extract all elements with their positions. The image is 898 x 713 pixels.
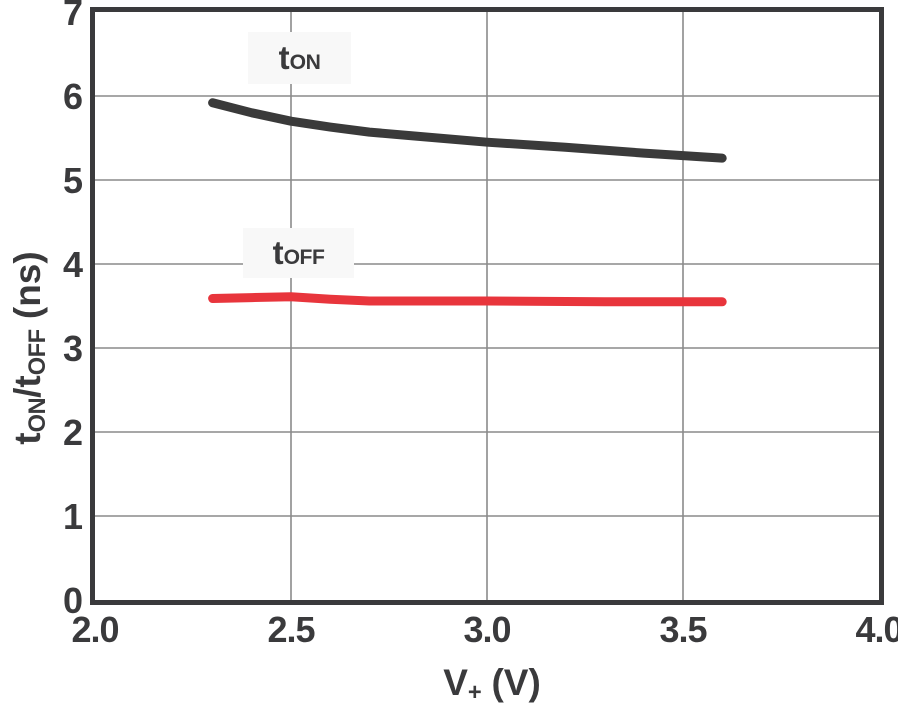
toff-curve-label-sub: OFF <box>283 245 325 269</box>
toff-curve-label: t OFF <box>243 228 354 278</box>
xtick-label-3_0: 3.0 <box>463 609 511 650</box>
y-axis-title-t1: t <box>7 432 48 445</box>
tON-curve <box>208 98 727 163</box>
y-axis-title-t2: /t <box>7 375 48 398</box>
xtick-label-3_5: 3.5 <box>659 609 707 650</box>
ytick-label-5: 5 <box>62 160 83 201</box>
ytick-label-2: 2 <box>62 412 83 453</box>
plot-frame <box>90 7 884 605</box>
y-axis-title-sub1: ON <box>25 397 52 433</box>
ton-curve-label: t ON <box>248 32 351 84</box>
ytick-label-3: 3 <box>62 328 83 369</box>
y-axis-title-sub2: OFF <box>25 329 52 376</box>
ytick-label-1: 1 <box>62 496 83 537</box>
tOFF-curve <box>208 292 727 307</box>
xtick-label-4_0: 4.0 <box>855 609 898 650</box>
y-axis-title: tON/tOFF (ns) <box>7 148 52 548</box>
ytick-label-4: 4 <box>62 244 83 285</box>
ton-curve-label-main: t <box>278 39 290 76</box>
x-axis-title-main: V <box>443 662 468 703</box>
ton-curve-label-sub: ON <box>289 50 321 74</box>
ytick-label-7: 7 <box>62 0 83 33</box>
ytick-label-0: 0 <box>62 580 83 621</box>
xtick-label-2_0: 2.0 <box>71 609 119 650</box>
chart-canvas <box>95 12 879 600</box>
ytick-label-6: 6 <box>62 76 83 117</box>
x-axis-title: V+ (V) <box>342 662 642 707</box>
x-axis-title-sub: + <box>467 680 482 707</box>
y-axis-title-unit: (ns) <box>7 251 48 330</box>
toff-curve-label-main: t <box>272 234 284 271</box>
x-axis-title-unit: (V) <box>481 662 541 703</box>
xtick-label-2_5: 2.5 <box>267 609 315 650</box>
